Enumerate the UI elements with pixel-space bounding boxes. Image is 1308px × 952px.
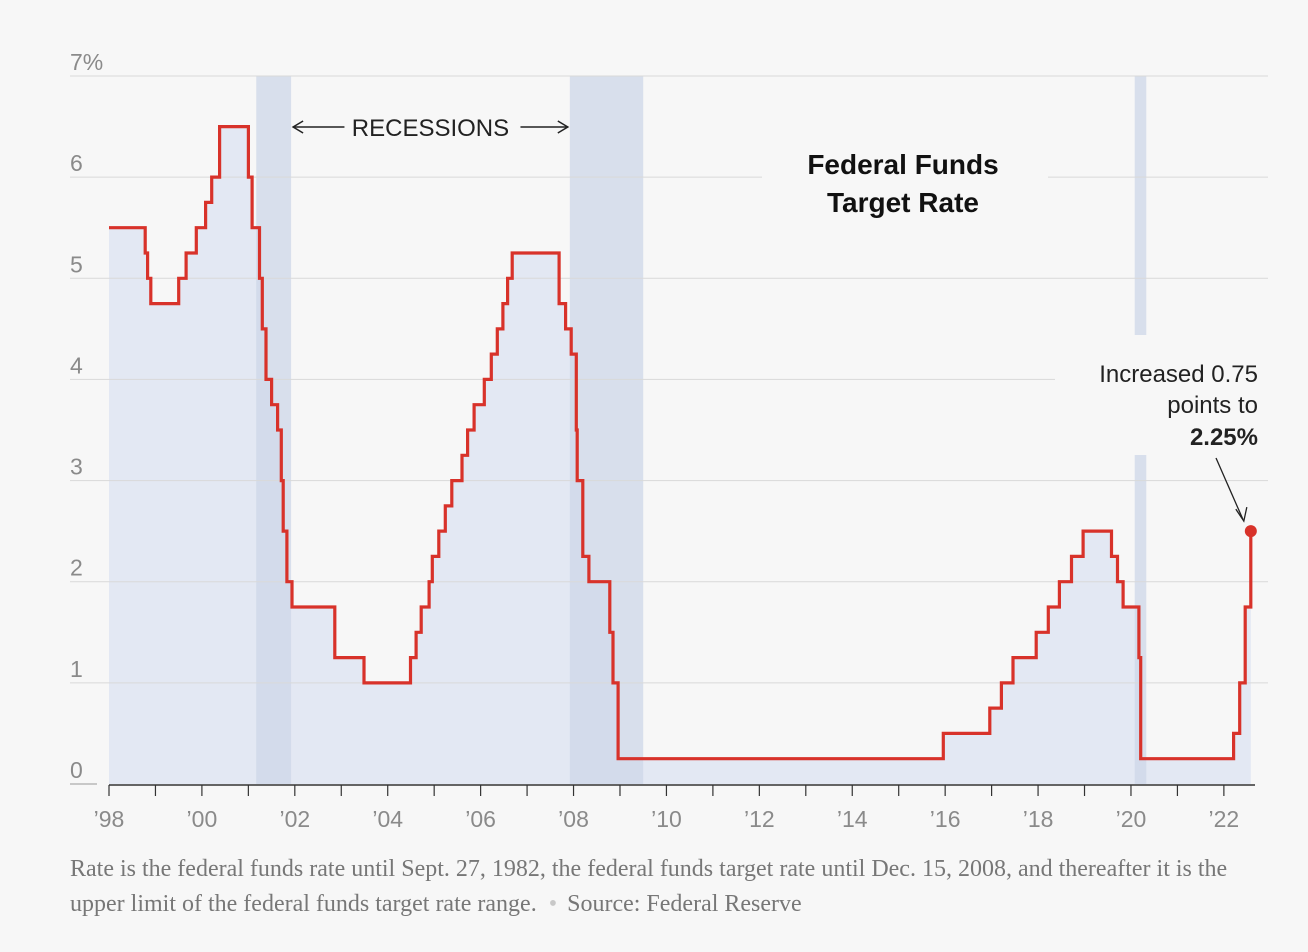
x-tick-label-2012: ’12: [744, 806, 775, 832]
x-tick-label-2010: ’10: [651, 806, 682, 832]
recession-band-2: [569, 76, 644, 784]
x-tick-label-2014: ’14: [837, 806, 868, 832]
y-tick-label-4: 4: [70, 352, 83, 378]
y-tick-label-6: 6: [70, 150, 83, 176]
x-tick-label-2004: ’04: [372, 806, 403, 832]
x-tick-label-2002: ’02: [279, 806, 310, 832]
x-tick-label-1998: ’98: [94, 806, 125, 832]
source-text: Source: Federal Reserve: [567, 891, 802, 917]
rate-line: [109, 125, 1253, 761]
x-tick-label-2018: ’18: [1023, 806, 1054, 832]
y-tick-label-2: 2: [70, 555, 83, 581]
annotation-layer: RECESSIONS Federal Funds Target Rate Increa…: [291, 115, 1268, 523]
annotation-line-2: points to: [1167, 392, 1258, 419]
y-tick-label-7: 7%: [70, 49, 103, 75]
x-tick-label-2016: ’16: [930, 806, 961, 832]
annotation-line-1: Increased 0.75: [1099, 361, 1258, 388]
separator-dot: •: [548, 891, 558, 917]
y-tick-label-0: 0: [70, 757, 83, 783]
annotation-pointer: [1215, 457, 1244, 520]
latest-rate-point: [1244, 525, 1257, 538]
chart: 7% 6 5 4 3 2 1 0 ’98 ’00 ’02 ’04 ’06 ’08 ’10 ’12 ’14 ’16…: [70, 49, 1268, 832]
recession-band-layer: [256, 76, 1147, 784]
recessions-arrowhead-right: [557, 120, 570, 134]
y-tick-label-layer: 7% 6 5 4 3 2 1 0: [70, 49, 103, 783]
x-tick-label-2006: ’06: [465, 806, 496, 832]
annotation-pointer-head: [1235, 507, 1248, 523]
footnote-text: Rate is the federal funds rate until Sep…: [70, 856, 1228, 917]
footnote: Rate is the federal funds rate until Sep…: [70, 852, 1280, 922]
x-tick-label-2000: ’00: [187, 806, 218, 832]
x-tick-label-2022: ’22: [1209, 806, 1240, 832]
x-tick-label-2008: ’08: [558, 806, 589, 832]
chart-title-line-2: Target Rate: [827, 187, 979, 218]
y-tick-label-3: 3: [70, 454, 83, 480]
recessions-label: RECESSIONS: [352, 115, 509, 142]
recession-band-1: [256, 76, 292, 784]
annotation-value: 2.25%: [1190, 424, 1258, 451]
x-tick-label-2020: ’20: [1116, 806, 1147, 832]
chart-title-line-1: Federal Funds: [807, 149, 998, 180]
rate-line-layer: [109, 125, 1257, 761]
y-tick-label-1: 1: [70, 656, 83, 682]
y-tick-label-5: 5: [70, 251, 83, 277]
title-backdrop: [762, 140, 1048, 235]
recessions-arrowhead-left: [291, 120, 304, 134]
x-axis-layer: ’98 ’00 ’02 ’04 ’06 ’08 ’10 ’12 ’14 ’16 ’18 ’20 ’22: [94, 784, 1255, 832]
annotation-backdrop: [1055, 335, 1268, 455]
